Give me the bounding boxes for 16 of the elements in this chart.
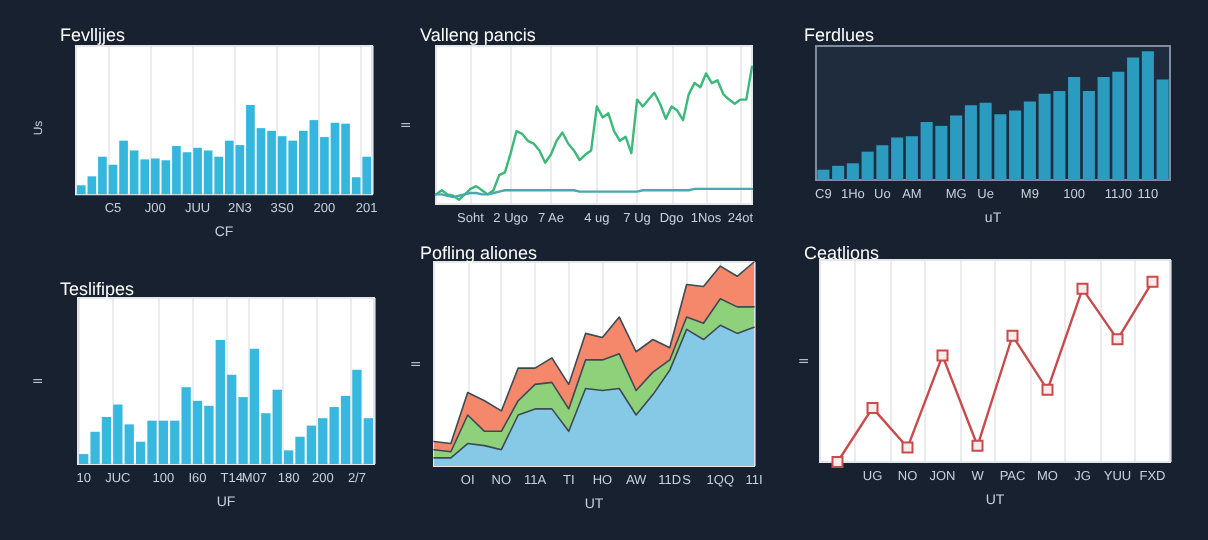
point bbox=[1146, 275, 1159, 288]
point bbox=[971, 439, 984, 452]
point bbox=[1111, 333, 1124, 346]
chart-title: Ferdlues bbox=[804, 25, 876, 45]
chart-title: Pofling aliones bbox=[420, 243, 539, 263]
chart-title: Fevlljjes bbox=[60, 25, 127, 45]
point bbox=[831, 456, 844, 468]
point bbox=[1076, 282, 1089, 295]
point bbox=[866, 401, 879, 414]
point bbox=[936, 349, 949, 362]
chart-title: Valleng pancis bbox=[420, 25, 537, 45]
point bbox=[1006, 329, 1019, 342]
point bbox=[1041, 383, 1054, 396]
point bbox=[901, 441, 914, 454]
chart-title: Ceatlions bbox=[804, 243, 881, 263]
chart-title: Teslifipes bbox=[60, 279, 136, 299]
